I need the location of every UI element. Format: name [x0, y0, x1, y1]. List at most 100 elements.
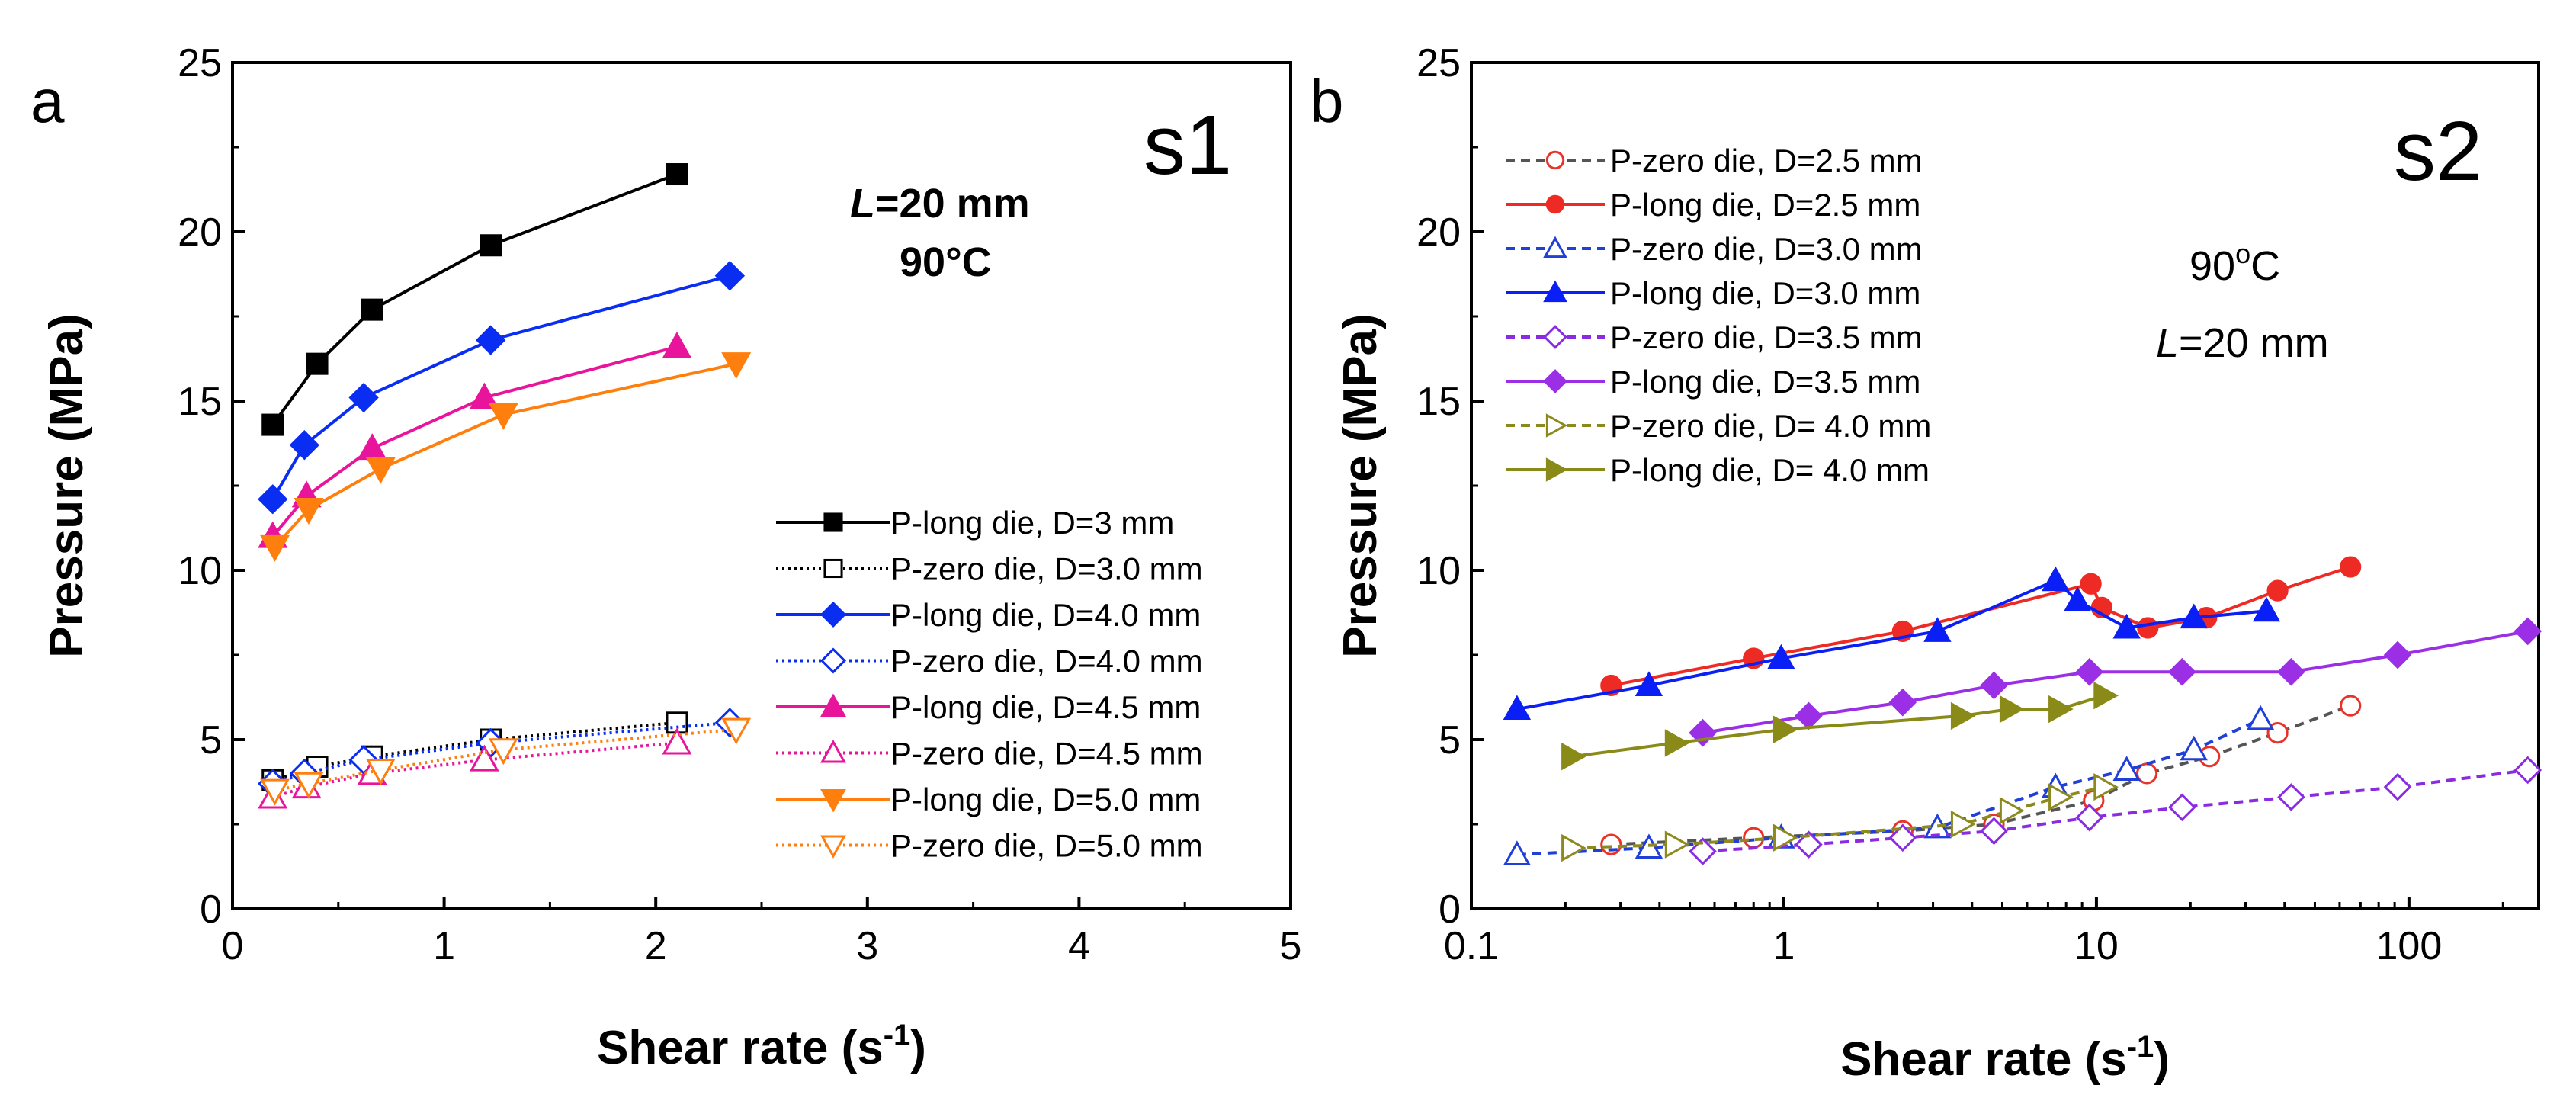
- legend-label: P-zero die, D=4.0 mm: [890, 644, 1203, 679]
- y-tick-label: 0: [1439, 888, 1461, 932]
- legend-marker: [820, 693, 846, 717]
- data-point: [1980, 817, 2008, 846]
- data-point: [1999, 695, 2025, 724]
- x-tick-label: 10: [2074, 924, 2119, 968]
- x-tick-label: 0: [222, 924, 244, 968]
- data-point: [2112, 613, 2141, 639]
- data-point: [469, 744, 499, 772]
- data-point: [306, 352, 329, 375]
- data-point: [1950, 810, 1976, 839]
- data-point: [2252, 596, 2281, 622]
- x-tick-label: 100: [2376, 924, 2442, 968]
- legend-label: P-zero die, D=3.0 mm: [1610, 231, 1923, 267]
- data-point: [1689, 837, 1717, 865]
- data-point: [1634, 671, 1663, 696]
- annotation-temperature-b-value: 90: [2189, 243, 2235, 289]
- data-point: [662, 331, 692, 358]
- data-point: [258, 484, 288, 515]
- data-point: [2277, 657, 2305, 686]
- data-point: [469, 382, 499, 409]
- data-point: [480, 234, 502, 257]
- series-1: [1600, 695, 2362, 855]
- legend-label: P-zero die, D= 4.0 mm: [1610, 408, 1931, 444]
- series-group-b: [1503, 556, 2542, 865]
- x-tick-label: 1: [1772, 924, 1795, 968]
- legend-marker: [820, 647, 847, 674]
- panel-letter-b: b: [1310, 67, 1344, 135]
- series-line: [271, 172, 678, 426]
- x-tick-label: 0.1: [1444, 924, 1499, 968]
- y-tick-label: 25: [178, 41, 222, 85]
- data-point: [1888, 688, 1917, 717]
- series-line: [1571, 694, 2105, 759]
- data-point: [2137, 617, 2159, 639]
- y-axis-title-a: Pressure (MPa): [40, 313, 93, 657]
- legend-marker: [820, 740, 846, 763]
- data-point: [261, 413, 284, 436]
- y-tick-label: 10: [178, 549, 222, 593]
- x-axis-title-a: Shear rate (s-1): [597, 1019, 926, 1074]
- data-point: [2048, 695, 2074, 724]
- x-axis-title-a-sup: -1: [884, 1019, 911, 1052]
- legend-item: P-long die, D=4.0 mm: [776, 597, 1201, 633]
- data-point: [2080, 573, 2102, 595]
- data-point: [2112, 756, 2141, 781]
- series-2: [1600, 556, 2362, 697]
- data-point: [721, 352, 752, 380]
- legend-label: P-long die, D=3 mm: [890, 505, 1174, 541]
- legend-marker: [1545, 413, 1568, 438]
- data-point: [2383, 772, 2412, 801]
- legend-item: P-long die, D=3 mm: [776, 505, 1174, 541]
- legend-item: P-zero die, D=5.0 mm: [776, 828, 1203, 864]
- annotation-length-b-value: =20 mm: [2179, 320, 2329, 366]
- legend-item: P-long die, D=3.0 mm: [1506, 275, 1920, 311]
- y-tick-label: 20: [178, 210, 222, 255]
- x-axis-title-b: Shear rate (s-1): [1840, 1030, 2170, 1086]
- data-point: [1561, 743, 1586, 771]
- legend-item: P-zero die, D=3.0 mm: [776, 551, 1203, 587]
- data-point: [1772, 715, 1798, 743]
- y-tick-label: 15: [1416, 380, 1461, 424]
- data-point: [2063, 586, 2092, 611]
- x-axis-title-b-main: Shear rate (s: [1840, 1033, 2127, 1086]
- data-point: [1503, 695, 1532, 721]
- data-point: [348, 382, 379, 413]
- data-point: [2513, 756, 2542, 785]
- data-point: [294, 772, 324, 799]
- legend-label: P-zero die, D=3.5 mm: [1610, 319, 1923, 355]
- legend-item: P-zero die, D=4.0 mm: [776, 644, 1203, 679]
- data-point: [294, 498, 324, 525]
- legend-marker: [1543, 236, 1567, 258]
- chart-panel-a: 0 5 10 15 20 25 0 1 2 3 4 5 a s1 L=20 mm 90°C P-lon…: [30, 41, 1301, 1074]
- series-2: [261, 711, 688, 791]
- annotation-temperature-b-degree: o: [2235, 238, 2250, 269]
- legend-item: P-long die, D=4.5 mm: [776, 689, 1201, 725]
- data-point: [365, 758, 396, 785]
- data-point: [1561, 833, 1586, 862]
- data-point: [1767, 644, 1795, 669]
- x-tick-label: 5: [1280, 924, 1302, 968]
- panel-letter-a: a: [30, 67, 65, 135]
- data-point: [488, 738, 518, 766]
- data-point: [2075, 803, 2104, 832]
- data-point: [2075, 657, 2104, 686]
- data-point: [2167, 793, 2196, 822]
- series-1: [261, 163, 688, 436]
- x-axis-title-b-close: ): [2154, 1033, 2170, 1086]
- legend-label: P-long die, D=2.5 mm: [1610, 187, 1920, 223]
- data-point: [2383, 640, 2412, 669]
- legend-item: P-zero die, D=3.0 mm: [1506, 231, 1923, 267]
- data-point: [348, 744, 379, 775]
- legend-label: P-zero die, D=2.5 mm: [1610, 143, 1923, 178]
- data-point: [2180, 603, 2208, 629]
- x-tick-label: 1: [433, 924, 455, 968]
- legend-label: P-long die, D=4.5 mm: [890, 689, 1201, 725]
- legend-item: P-zero die, D=4.5 mm: [776, 736, 1203, 772]
- y-tick-label: 20: [1416, 210, 1461, 255]
- legend-label: P-long die, D=3.5 mm: [1610, 364, 1920, 400]
- legend-b: P-zero die, D=2.5 mm P-long die, D=2.5 mm…: [1506, 143, 1931, 488]
- data-point: [2340, 556, 2362, 578]
- data-point: [2340, 695, 2362, 717]
- x-axis-title-a-main: Shear rate (s: [597, 1022, 884, 1074]
